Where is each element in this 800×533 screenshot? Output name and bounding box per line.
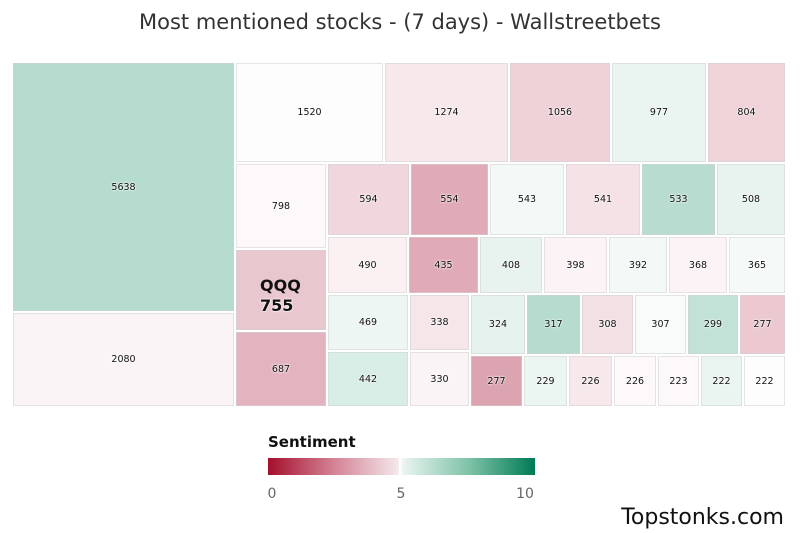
tile-value: 368 bbox=[688, 259, 708, 271]
tile-value: 1520 bbox=[297, 107, 322, 118]
tile-label-group: QQQ 755 bbox=[236, 250, 301, 316]
tile-value: 804 bbox=[737, 107, 756, 118]
tile-value: 392 bbox=[628, 259, 648, 271]
treemap-tile[interactable]: 398 bbox=[543, 236, 608, 294]
treemap-tile[interactable]: 277 bbox=[470, 355, 523, 407]
treemap-tile[interactable]: 442 bbox=[327, 351, 409, 407]
treemap-tile[interactable]: 533 bbox=[641, 163, 716, 236]
tile-value: 490 bbox=[358, 259, 377, 271]
treemap-tile[interactable]: 804 bbox=[707, 62, 786, 163]
legend-tick-mid: 5 bbox=[396, 486, 406, 502]
treemap-tile[interactable]: 324 bbox=[470, 294, 526, 355]
tile-value: 308 bbox=[598, 319, 617, 330]
legend-tick-max: 10 bbox=[516, 486, 534, 502]
tile-ticker: QQQ bbox=[260, 276, 301, 295]
tile-value: 338 bbox=[430, 317, 449, 328]
treemap-tile[interactable]: 1274 bbox=[384, 62, 509, 163]
treemap-tile[interactable]: 469 bbox=[327, 294, 409, 351]
tile-value: 223 bbox=[669, 375, 688, 387]
tile-value: 226 bbox=[581, 375, 600, 387]
treemap-tile[interactable]: 594 bbox=[327, 163, 410, 236]
treemap-tile[interactable]: 277 bbox=[739, 294, 786, 355]
treemap-tile[interactable]: 2080 bbox=[12, 312, 235, 407]
tile-value: 977 bbox=[649, 107, 669, 118]
tile-value: 5638 bbox=[111, 181, 136, 193]
treemap-tile[interactable]: 408 bbox=[479, 236, 543, 294]
tile-value: 594 bbox=[359, 194, 378, 205]
treemap-tile[interactable]: 223 bbox=[657, 355, 700, 407]
treemap: 5638 2080 1520 1274 1056 977 804 798 QQQ 755 687 59… bbox=[12, 62, 786, 407]
tile-value: 324 bbox=[488, 319, 508, 330]
treemap-tile[interactable]: 299 bbox=[687, 294, 739, 355]
tile-value: 755 bbox=[260, 296, 294, 315]
treemap-tile-qqq[interactable]: QQQ 755 bbox=[235, 249, 327, 331]
treemap-tile[interactable]: 330 bbox=[409, 351, 470, 407]
treemap-tile[interactable]: 508 bbox=[716, 163, 786, 236]
tile-value: 307 bbox=[651, 319, 670, 330]
tile-value: 365 bbox=[747, 259, 767, 271]
treemap-tile[interactable]: 687 bbox=[235, 331, 327, 407]
tile-value: 435 bbox=[434, 259, 453, 271]
treemap-tile[interactable]: 392 bbox=[608, 236, 668, 294]
tile-value: 798 bbox=[271, 200, 291, 212]
treemap-tile[interactable]: 222 bbox=[700, 355, 743, 407]
treemap-tile[interactable]: 365 bbox=[728, 236, 786, 294]
treemap-tile[interactable]: 226 bbox=[568, 355, 613, 407]
treemap-tile[interactable]: 317 bbox=[526, 294, 581, 355]
chart-title: Most mentioned stocks - (7 days) - Walls… bbox=[139, 10, 661, 34]
tile-value: 1056 bbox=[547, 107, 573, 118]
treemap-tile[interactable]: 541 bbox=[565, 163, 641, 236]
tile-value: 229 bbox=[536, 375, 555, 387]
tile-value: 408 bbox=[501, 259, 521, 271]
tile-value: 554 bbox=[440, 194, 459, 205]
tile-value: 277 bbox=[487, 375, 506, 387]
legend-color-bar bbox=[268, 458, 535, 475]
legend-neutral-marker bbox=[399, 456, 401, 477]
tile-value: 508 bbox=[741, 194, 761, 205]
treemap-tile[interactable]: 435 bbox=[408, 236, 479, 294]
treemap-tile[interactable]: 308 bbox=[581, 294, 634, 355]
treemap-tile[interactable]: 222 bbox=[743, 355, 786, 407]
treemap-tile[interactable]: 5638 bbox=[12, 62, 235, 312]
tile-value: 330 bbox=[430, 373, 449, 385]
treemap-tile[interactable]: 798 bbox=[235, 163, 327, 249]
treemap-tile[interactable]: 977 bbox=[611, 62, 707, 163]
treemap-tile[interactable]: 1056 bbox=[509, 62, 611, 163]
tile-value: 2080 bbox=[111, 354, 136, 365]
treemap-tile[interactable]: 543 bbox=[489, 163, 565, 236]
tile-value: 543 bbox=[517, 194, 537, 205]
tile-value: 222 bbox=[712, 375, 731, 387]
tile-value: 687 bbox=[271, 363, 291, 375]
tile-value: 277 bbox=[753, 319, 772, 330]
tile-value: 541 bbox=[593, 194, 613, 205]
treemap-tile[interactable]: 307 bbox=[634, 294, 687, 355]
tile-value: 469 bbox=[358, 317, 378, 328]
tile-value: 317 bbox=[544, 319, 563, 330]
tile-value: 442 bbox=[358, 373, 378, 385]
tile-value: 533 bbox=[669, 194, 688, 205]
legend-tick-min: 0 bbox=[267, 486, 277, 502]
treemap-tile[interactable]: 490 bbox=[327, 236, 408, 294]
tile-value: 398 bbox=[566, 259, 585, 271]
treemap-tile[interactable]: 226 bbox=[613, 355, 657, 407]
treemap-tile[interactable]: 338 bbox=[409, 294, 470, 351]
tile-value: 1274 bbox=[434, 107, 459, 118]
treemap-tile[interactable]: 368 bbox=[668, 236, 728, 294]
tile-value: 222 bbox=[755, 375, 774, 387]
brand-watermark: Topstonks.com bbox=[621, 505, 784, 530]
tile-value: 299 bbox=[703, 319, 723, 330]
treemap-tile[interactable]: 229 bbox=[523, 355, 568, 407]
tile-value: 226 bbox=[625, 375, 645, 387]
treemap-tile[interactable]: 1520 bbox=[235, 62, 384, 163]
legend-title: Sentiment bbox=[268, 433, 356, 451]
treemap-tile[interactable]: 554 bbox=[410, 163, 489, 236]
